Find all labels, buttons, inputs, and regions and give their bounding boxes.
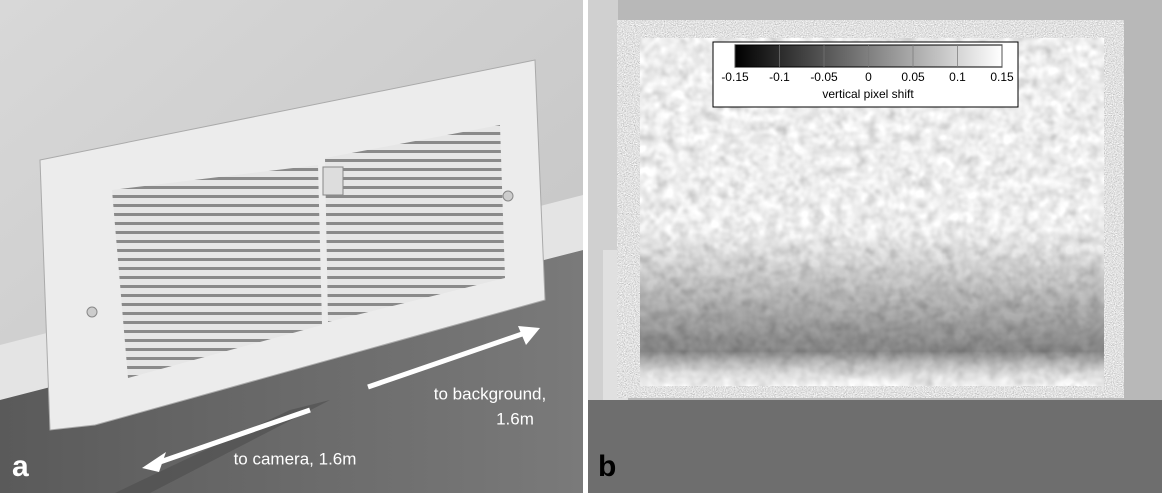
colorbar-tick-label: 0	[865, 70, 872, 84]
colorbar-tick-label: 0.05	[901, 70, 925, 84]
panel-a: to background, 1.6m to camera, 1.6m a	[0, 0, 583, 493]
colorbar-label: vertical pixel shift	[822, 87, 914, 101]
panel-label: a	[12, 450, 29, 483]
panel-b: -0.15 -0.1 -0.05 0 0.05 0.1 0.15 vertical pixe…	[588, 0, 1162, 493]
colorbar-tick-label: 0.15	[990, 70, 1014, 84]
panel-label: b	[598, 450, 616, 483]
colorbar-tick-label: -0.1	[769, 70, 790, 84]
annotation: 1.6m	[496, 409, 534, 428]
colorbar-tick-label: 0.1	[949, 70, 966, 84]
annotation: to background,	[434, 384, 546, 403]
colorbar-tick-label: -0.15	[721, 70, 749, 84]
colorbar-tick-label: -0.05	[810, 70, 838, 84]
annotation: to camera, 1.6m	[234, 449, 357, 468]
figure: to background, 1.6m to camera, 1.6m a -0…	[0, 0, 1162, 493]
